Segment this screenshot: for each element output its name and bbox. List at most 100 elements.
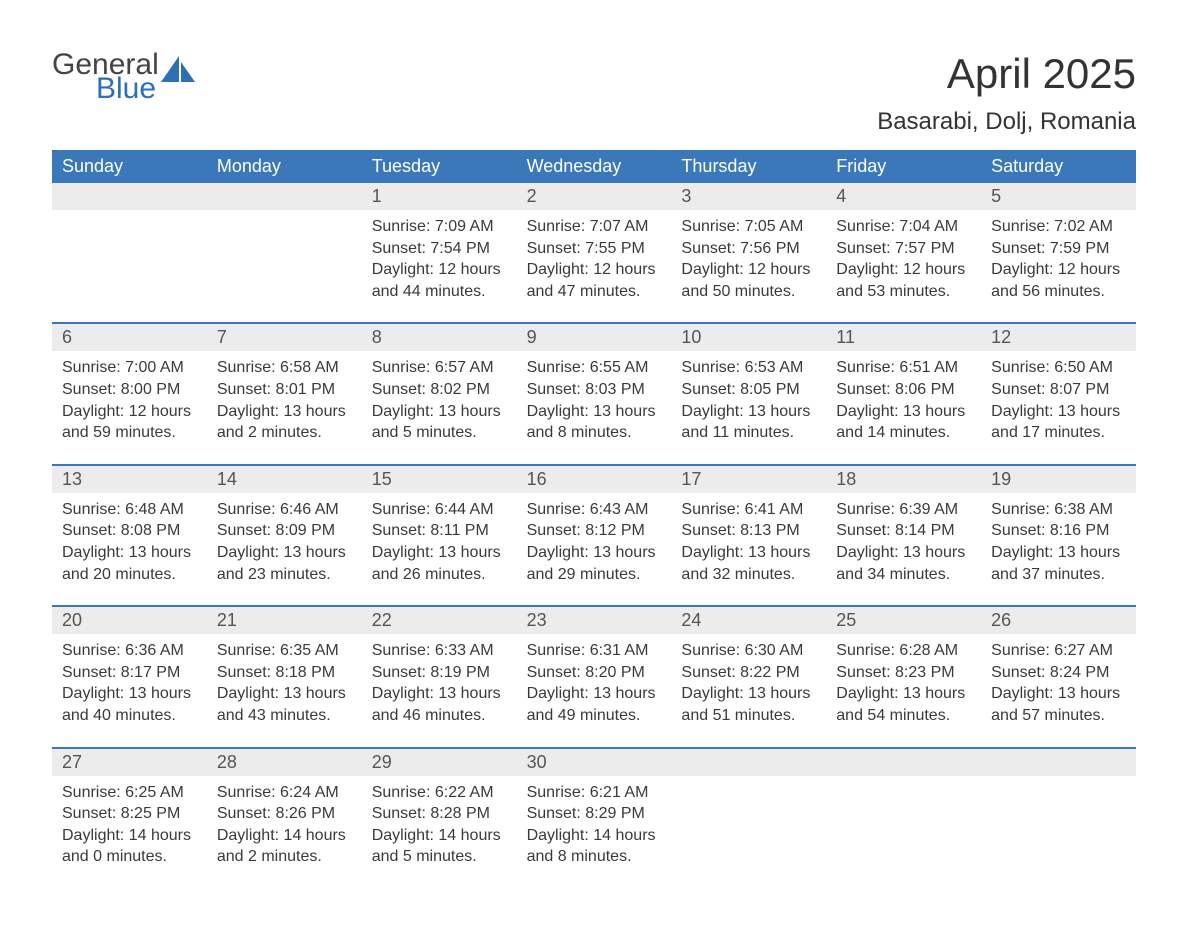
sunrise-text: Sunrise: 6:38 AM (991, 499, 1126, 521)
day-cell: Sunrise: 7:00 AMSunset: 8:00 PMDaylight:… (52, 351, 207, 461)
day-cell: Sunrise: 6:35 AMSunset: 8:18 PMDaylight:… (207, 634, 362, 744)
date-number: 3 (671, 183, 826, 210)
date-number: 26 (981, 607, 1136, 634)
sunset-text: Sunset: 7:56 PM (681, 238, 816, 260)
sunrise-text: Sunrise: 6:41 AM (681, 499, 816, 521)
date-number: 6 (52, 324, 207, 351)
daylight-text-1: Daylight: 13 hours (836, 683, 971, 705)
sunrise-text: Sunrise: 6:31 AM (527, 640, 662, 662)
daylight-text-1: Daylight: 13 hours (681, 401, 816, 423)
date-number: 30 (517, 749, 672, 776)
sunrise-text: Sunrise: 6:39 AM (836, 499, 971, 521)
daylight-text-1: Daylight: 13 hours (836, 401, 971, 423)
daylight-text-1: Daylight: 13 hours (372, 542, 507, 564)
sunset-text: Sunset: 8:11 PM (372, 520, 507, 542)
sunrise-text: Sunrise: 7:05 AM (681, 216, 816, 238)
date-number: 4 (826, 183, 981, 210)
day-cell (981, 776, 1136, 886)
day-header: Tuesday (362, 150, 517, 183)
sunset-text: Sunset: 8:12 PM (527, 520, 662, 542)
day-cell: Sunrise: 6:22 AMSunset: 8:28 PMDaylight:… (362, 776, 517, 886)
sunrise-text: Sunrise: 7:04 AM (836, 216, 971, 238)
date-number: 28 (207, 749, 362, 776)
daylight-text-1: Daylight: 12 hours (681, 259, 816, 281)
date-number: 21 (207, 607, 362, 634)
day-cell: Sunrise: 6:57 AMSunset: 8:02 PMDaylight:… (362, 351, 517, 461)
daylight-text-2: and 53 minutes. (836, 281, 971, 303)
date-number: 12 (981, 324, 1136, 351)
sunset-text: Sunset: 7:59 PM (991, 238, 1126, 260)
daylight-text-2: and 2 minutes. (217, 846, 352, 868)
calendar: Sunday Monday Tuesday Wednesday Thursday… (52, 150, 1136, 886)
week-block: 13141516171819Sunrise: 6:48 AMSunset: 8:… (52, 464, 1136, 603)
daylight-text-2: and 32 minutes. (681, 564, 816, 586)
sunset-text: Sunset: 8:18 PM (217, 662, 352, 684)
daylight-text-2: and 8 minutes. (527, 846, 662, 868)
content-row: Sunrise: 7:09 AMSunset: 7:54 PMDaylight:… (52, 210, 1136, 320)
daylight-text-1: Daylight: 12 hours (372, 259, 507, 281)
day-cell (52, 210, 207, 320)
daylight-text-1: Daylight: 14 hours (62, 825, 197, 847)
date-number (52, 183, 207, 210)
daylight-text-1: Daylight: 13 hours (681, 542, 816, 564)
date-number: 20 (52, 607, 207, 634)
daylight-text-1: Daylight: 13 hours (991, 542, 1126, 564)
weeks-container: 12345Sunrise: 7:09 AMSunset: 7:54 PMDayl… (52, 183, 1136, 886)
day-cell: Sunrise: 7:09 AMSunset: 7:54 PMDaylight:… (362, 210, 517, 320)
date-number: 18 (826, 466, 981, 493)
daylight-text-2: and 26 minutes. (372, 564, 507, 586)
daylight-text-2: and 44 minutes. (372, 281, 507, 303)
day-cell: Sunrise: 6:38 AMSunset: 8:16 PMDaylight:… (981, 493, 1136, 603)
sunset-text: Sunset: 8:05 PM (681, 379, 816, 401)
sunset-text: Sunset: 8:03 PM (527, 379, 662, 401)
sunset-text: Sunset: 8:25 PM (62, 803, 197, 825)
daylight-text-1: Daylight: 13 hours (372, 683, 507, 705)
day-header: Friday (826, 150, 981, 183)
daylight-text-2: and 0 minutes. (62, 846, 197, 868)
sunrise-text: Sunrise: 6:48 AM (62, 499, 197, 521)
sunset-text: Sunset: 8:06 PM (836, 379, 971, 401)
content-row: Sunrise: 7:00 AMSunset: 8:00 PMDaylight:… (52, 351, 1136, 461)
day-cell: Sunrise: 7:02 AMSunset: 7:59 PMDaylight:… (981, 210, 1136, 320)
sunset-text: Sunset: 7:57 PM (836, 238, 971, 260)
daylight-text-1: Daylight: 12 hours (836, 259, 971, 281)
daylight-text-1: Daylight: 13 hours (527, 683, 662, 705)
date-number: 25 (826, 607, 981, 634)
sunrise-text: Sunrise: 6:24 AM (217, 782, 352, 804)
date-row: 20212223242526 (52, 607, 1136, 634)
date-number (981, 749, 1136, 776)
day-cell: Sunrise: 7:04 AMSunset: 7:57 PMDaylight:… (826, 210, 981, 320)
daylight-text-1: Daylight: 13 hours (527, 542, 662, 564)
date-number: 22 (362, 607, 517, 634)
day-cell: Sunrise: 6:46 AMSunset: 8:09 PMDaylight:… (207, 493, 362, 603)
day-cell: Sunrise: 6:41 AMSunset: 8:13 PMDaylight:… (671, 493, 826, 603)
week-block: 20212223242526Sunrise: 6:36 AMSunset: 8:… (52, 605, 1136, 744)
daylight-text-1: Daylight: 13 hours (991, 401, 1126, 423)
sunset-text: Sunset: 8:01 PM (217, 379, 352, 401)
title-block: April 2025 Basarabi, Dolj, Romania (877, 50, 1136, 136)
daylight-text-1: Daylight: 13 hours (372, 401, 507, 423)
sunset-text: Sunset: 8:20 PM (527, 662, 662, 684)
day-cell (826, 776, 981, 886)
sunrise-text: Sunrise: 7:00 AM (62, 357, 197, 379)
sunrise-text: Sunrise: 6:53 AM (681, 357, 816, 379)
daylight-text-2: and 8 minutes. (527, 422, 662, 444)
daylight-text-1: Daylight: 12 hours (991, 259, 1126, 281)
date-number: 14 (207, 466, 362, 493)
daylight-text-2: and 20 minutes. (62, 564, 197, 586)
daylight-text-1: Daylight: 12 hours (527, 259, 662, 281)
date-number (671, 749, 826, 776)
logo-word-blue: Blue (96, 74, 159, 104)
day-cell: Sunrise: 6:39 AMSunset: 8:14 PMDaylight:… (826, 493, 981, 603)
day-cell: Sunrise: 6:24 AMSunset: 8:26 PMDaylight:… (207, 776, 362, 886)
daylight-text-1: Daylight: 14 hours (372, 825, 507, 847)
sunrise-text: Sunrise: 6:50 AM (991, 357, 1126, 379)
sunset-text: Sunset: 8:14 PM (836, 520, 971, 542)
sunset-text: Sunset: 8:26 PM (217, 803, 352, 825)
daylight-text-1: Daylight: 13 hours (681, 683, 816, 705)
day-header: Thursday (671, 150, 826, 183)
daylight-text-1: Daylight: 12 hours (62, 401, 197, 423)
day-cell: Sunrise: 7:07 AMSunset: 7:55 PMDaylight:… (517, 210, 672, 320)
content-row: Sunrise: 6:36 AMSunset: 8:17 PMDaylight:… (52, 634, 1136, 744)
day-header: Sunday (52, 150, 207, 183)
